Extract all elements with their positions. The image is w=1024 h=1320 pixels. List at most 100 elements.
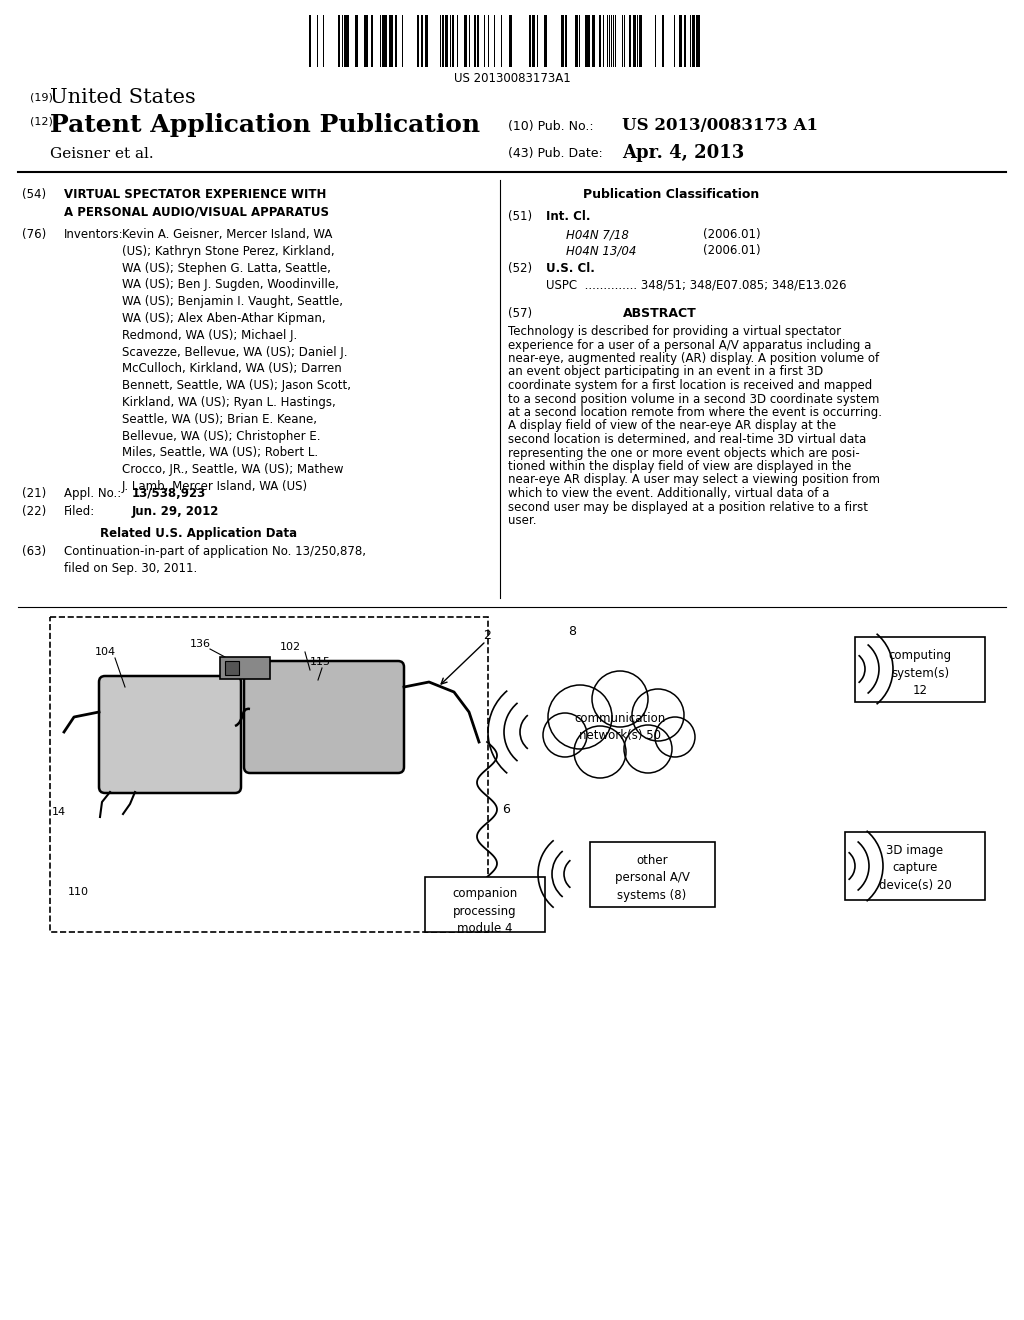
Text: companion
processing
module 4: companion processing module 4 [453,887,517,935]
Circle shape [592,671,648,727]
Circle shape [548,685,612,748]
Bar [585,15,588,67]
Bar [50,616,488,932]
Text: near-eye, augmented reality (AR) display. A position volume of: near-eye, augmented reality (AR) display… [508,352,880,366]
Bar [382,15,385,67]
Bar [629,15,631,67]
Text: Publication Classification: Publication Classification [583,187,759,201]
Text: (22): (22) [22,506,46,517]
Text: Technology is described for providing a virtual spectator: Technology is described for providing a … [508,325,841,338]
Bar [845,832,985,900]
Bar [477,15,479,67]
Bar [544,15,547,67]
Bar [220,657,270,678]
Circle shape [632,689,684,741]
Circle shape [543,713,587,756]
Bar [565,15,567,67]
Text: U.S. Cl.: U.S. Cl. [546,261,595,275]
Bar [347,15,349,67]
Text: 6: 6 [502,803,510,816]
Text: (76): (76) [22,228,46,242]
Text: Geisner et al.: Geisner et al. [50,147,154,161]
Bar [452,15,454,67]
Bar [575,15,578,67]
Bar [395,15,397,67]
Text: (54): (54) [22,187,46,201]
Text: an event object participating in an event in a first 3D: an event object participating in an even… [508,366,823,379]
FancyBboxPatch shape [99,676,241,793]
Text: 104: 104 [95,647,116,657]
Text: (43) Pub. Date:: (43) Pub. Date: [508,147,603,160]
Circle shape [624,725,672,774]
Text: Int. Cl.: Int. Cl. [546,210,591,223]
Text: Filed:: Filed: [63,506,95,517]
Text: 13/538,923: 13/538,923 [132,487,206,500]
Text: representing the one or more event objects which are posi-: representing the one or more event objec… [508,446,860,459]
Bar [509,15,512,67]
Text: other
personal A/V
systems (8): other personal A/V systems (8) [614,854,689,902]
Text: coordinate system for a first location is received and mapped: coordinate system for a first location i… [508,379,872,392]
Bar [417,15,419,67]
FancyBboxPatch shape [244,661,404,774]
Text: (10) Pub. No.:: (10) Pub. No.: [508,120,594,133]
Text: Jun. 29, 2012: Jun. 29, 2012 [132,506,219,517]
Bar [445,15,449,67]
Text: tioned within the display field of view are displayed in the: tioned within the display field of view … [508,459,851,473]
Text: 8: 8 [568,624,575,638]
Bar [590,842,715,907]
Text: H04N 7/18: H04N 7/18 [566,228,629,242]
Bar [364,15,366,67]
Bar [662,15,664,67]
Text: (57): (57) [508,308,532,319]
Text: (52): (52) [508,261,532,275]
Text: to a second position volume in a second 3D coordinate system: to a second position volume in a second … [508,392,880,405]
Bar [561,15,564,67]
Bar [588,15,590,67]
Text: (51): (51) [508,210,532,223]
Text: (63): (63) [22,545,46,558]
Bar [309,15,311,67]
Text: experience for a user of a personal A/V apparatus including a: experience for a user of a personal A/V … [508,338,871,351]
Bar [391,15,393,67]
Text: 3D image
capture
device(s) 20: 3D image capture device(s) 20 [879,843,951,892]
Text: 14: 14 [52,807,67,817]
Bar [692,15,695,67]
Bar [344,15,347,67]
Text: Kevin A. Geisner, Mercer Island, WA
(US); Kathryn Stone Perez, Kirkland,
WA (US): Kevin A. Geisner, Mercer Island, WA (US)… [122,228,351,492]
Bar [684,15,686,67]
Bar [529,15,531,67]
Text: Inventors:: Inventors: [63,228,124,242]
Text: 115: 115 [310,657,331,667]
Text: user.: user. [508,513,537,527]
Text: US 2013/0083173 A1: US 2013/0083173 A1 [622,117,818,135]
Bar [592,15,595,67]
Bar [371,15,373,67]
Text: United States: United States [50,88,196,107]
Text: (21): (21) [22,487,46,500]
Text: (2006.01): (2006.01) [703,244,761,257]
Bar [385,15,387,67]
Text: VIRTUAL SPECTATOR EXPERIENCE WITH
A PERSONAL AUDIO/VISUAL APPARATUS: VIRTUAL SPECTATOR EXPERIENCE WITH A PERS… [63,187,329,219]
Circle shape [574,726,626,777]
Bar [599,15,601,67]
Text: US 20130083173A1: US 20130083173A1 [454,73,570,84]
Text: Related U.S. Application Data: Related U.S. Application Data [100,527,297,540]
Text: communication
network(s) 50: communication network(s) 50 [574,711,666,742]
Text: 136: 136 [190,639,211,649]
Bar [389,15,391,67]
Text: A display field of view of the near-eye AR display at the: A display field of view of the near-eye … [508,420,837,433]
Text: near-eye AR display. A user may select a viewing position from: near-eye AR display. A user may select a… [508,474,880,487]
Bar [225,661,239,675]
Bar [442,15,444,67]
Text: 2: 2 [483,630,490,642]
Text: at a second location remote from where the event is occurring.: at a second location remote from where t… [508,407,882,418]
Text: which to view the event. Additionally, virtual data of a: which to view the event. Additionally, v… [508,487,829,500]
Text: Appl. No.:: Appl. No.: [63,487,121,500]
Text: 110: 110 [68,887,89,898]
Text: H04N 13/04: H04N 13/04 [566,244,636,257]
Text: Patent Application Publication: Patent Application Publication [50,114,480,137]
Text: (12): (12) [30,117,53,127]
Bar [532,15,535,67]
Bar [366,15,368,67]
Bar [639,15,642,67]
